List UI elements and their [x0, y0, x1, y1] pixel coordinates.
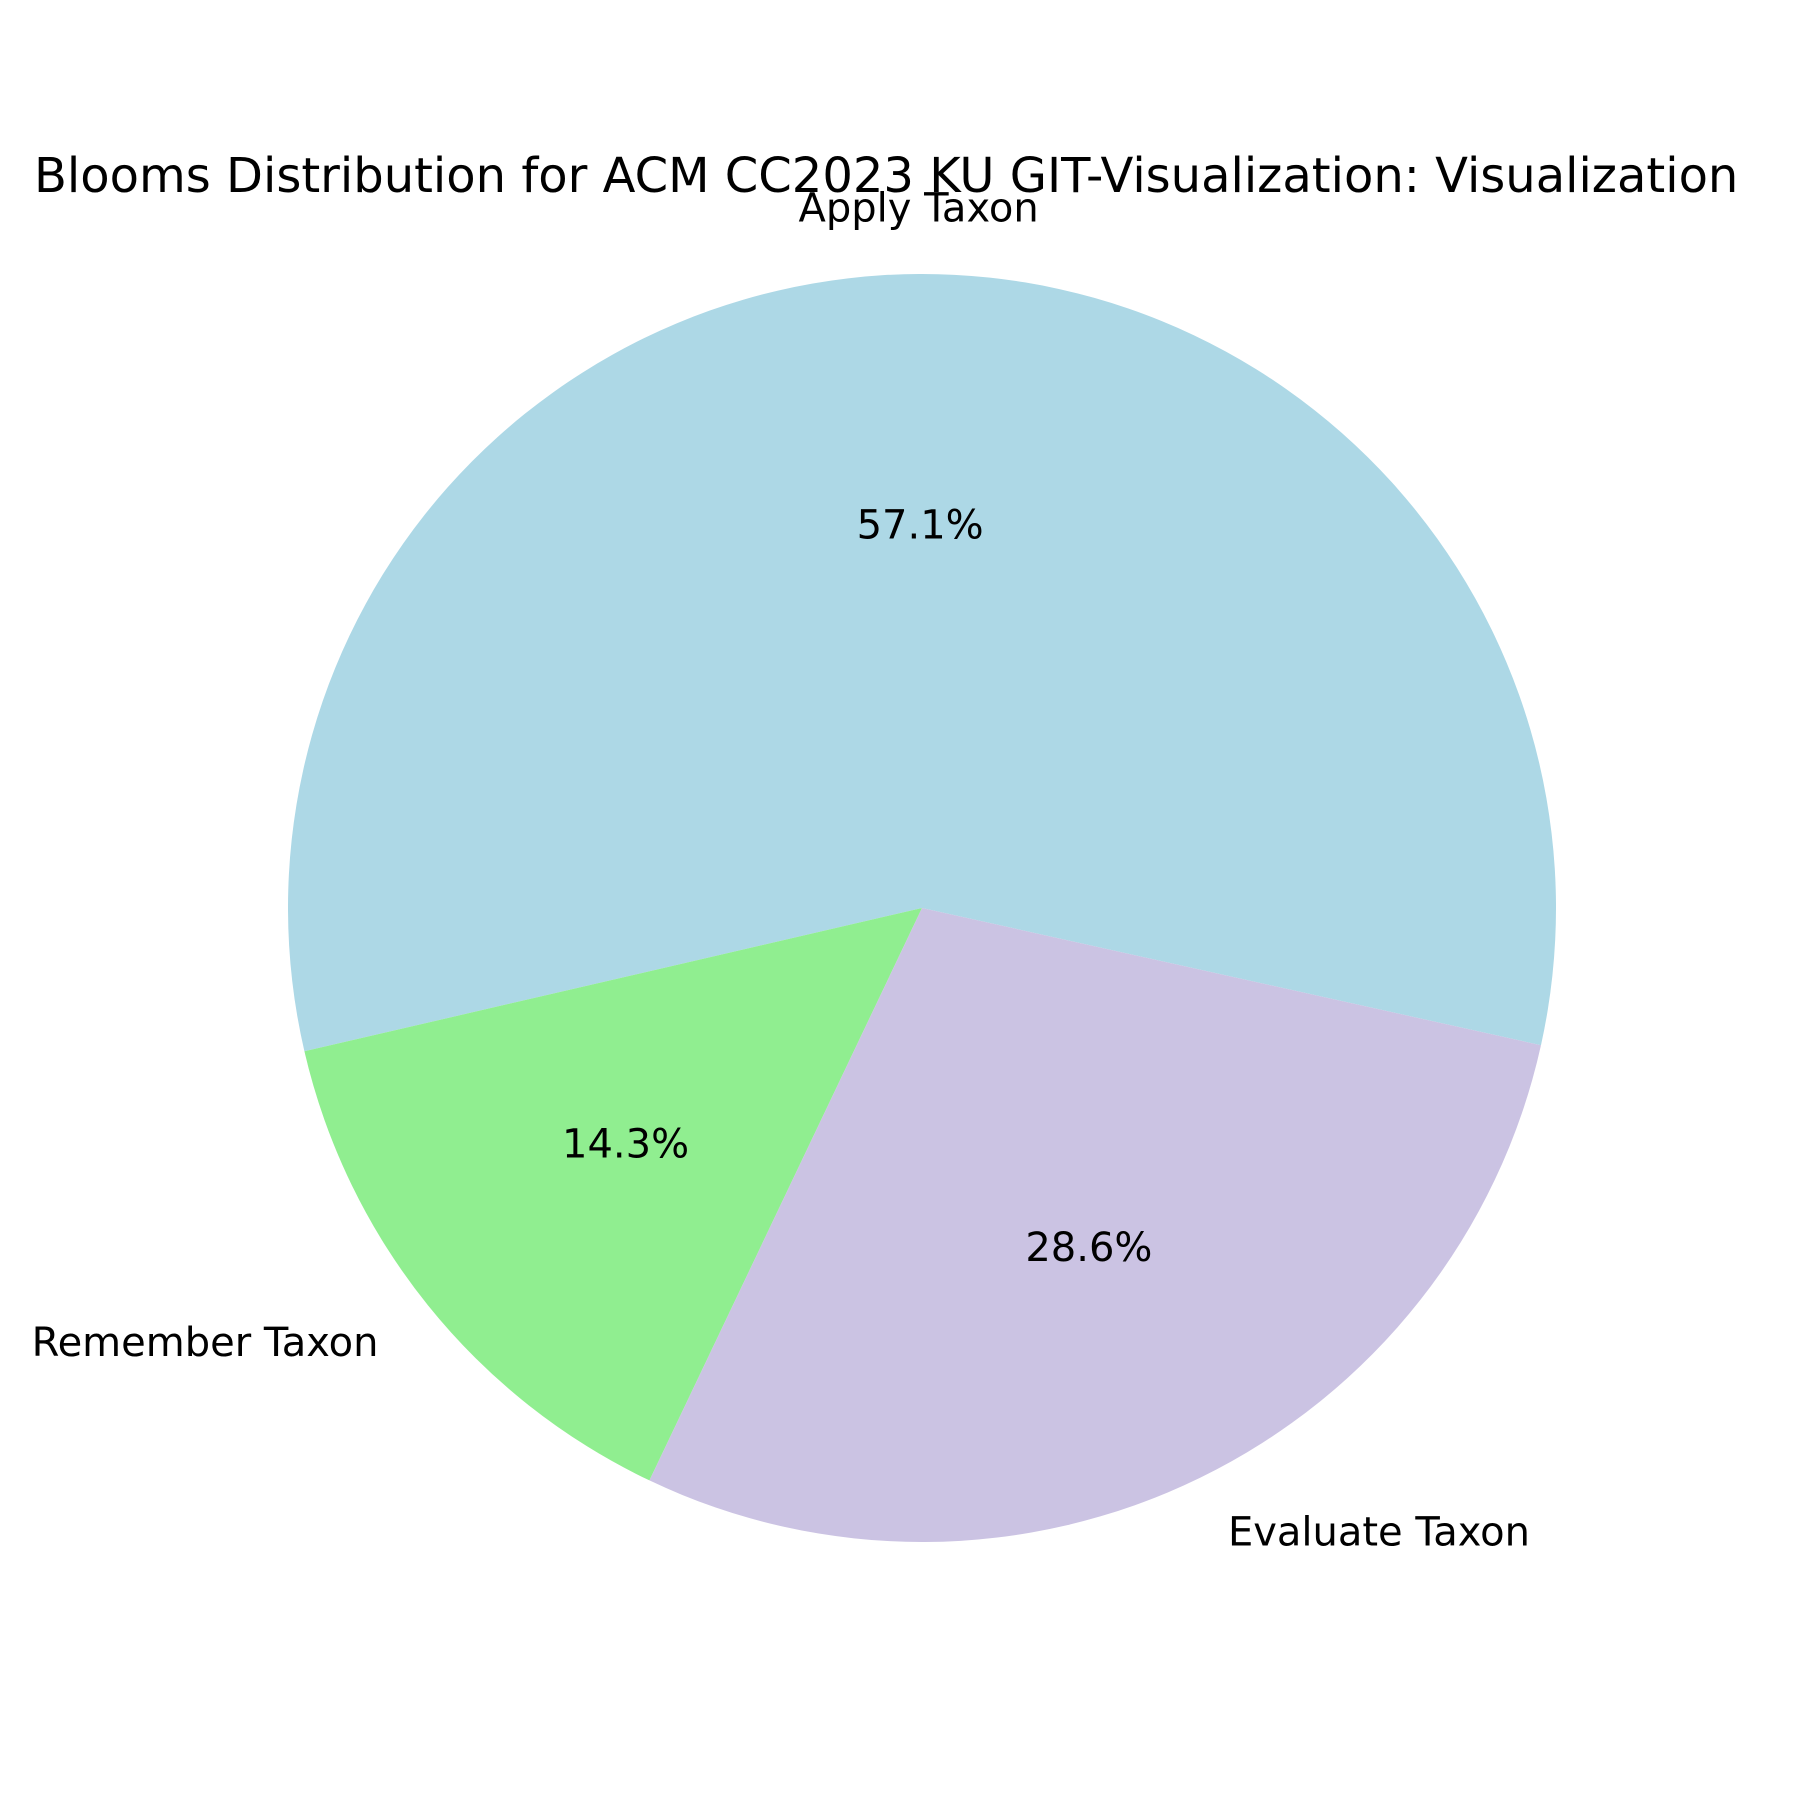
pie-labels: Apply Taxon 57.1% Remember Taxon 14.3% Evalu… [32, 186, 1530, 1556]
slice-label-remember-taxon: Remember Taxon [32, 1320, 379, 1366]
pie-slice-evaluate-taxon [649, 908, 1541, 1542]
slice-percent-evaluate-taxon: 28.6% [1025, 1225, 1152, 1271]
pie-slice-apply-taxon [287, 274, 1556, 1052]
slice-percent-apply-taxon: 57.1% [857, 503, 984, 549]
pie-slice-remember-taxon [304, 908, 923, 1481]
slice-percent-remember-taxon: 14.3% [562, 1121, 689, 1167]
pie-slices [287, 274, 1556, 1542]
slice-label-apply-taxon: Apply Taxon [798, 186, 1038, 232]
slice-label-evaluate-taxon: Evaluate Taxon [1228, 1510, 1530, 1556]
chart-title: Blooms Distribution for ACM CC2023 KU GI… [34, 148, 1738, 204]
